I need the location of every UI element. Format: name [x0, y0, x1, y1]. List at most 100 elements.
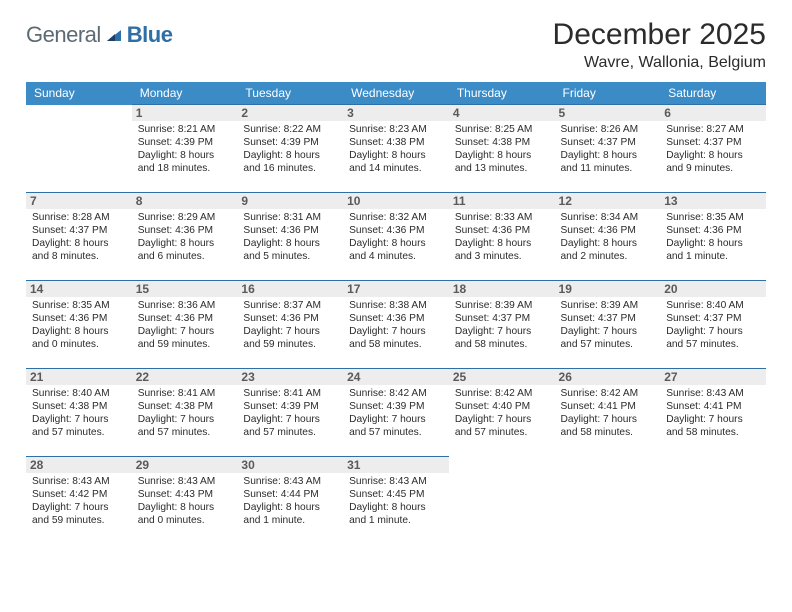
calendar-day-cell: 21 Sunrise: 8:40 AMSunset: 4:38 PMDayligh… — [26, 369, 132, 457]
calendar-week-row: 21 Sunrise: 8:40 AMSunset: 4:38 PMDayligh… — [26, 369, 766, 457]
day-info: Sunrise: 8:21 AMSunset: 4:39 PMDaylight:… — [138, 123, 232, 175]
weekday-header: Monday — [132, 82, 238, 105]
day-info: Sunrise: 8:29 AMSunset: 4:36 PMDaylight:… — [138, 211, 232, 263]
day-number: 14 — [26, 281, 132, 297]
weekday-header: Thursday — [449, 82, 555, 105]
calendar-day-cell: 9 Sunrise: 8:31 AMSunset: 4:36 PMDaylight… — [237, 193, 343, 281]
calendar-page: General Blue December 2025 Wavre, Wallon… — [0, 0, 792, 563]
day-number: 10 — [343, 193, 449, 209]
calendar-day-cell: 17 Sunrise: 8:38 AMSunset: 4:36 PMDayligh… — [343, 281, 449, 369]
calendar-day-cell: 2 Sunrise: 8:22 AMSunset: 4:39 PMDaylight… — [237, 105, 343, 193]
brand-logo: General Blue — [26, 18, 172, 48]
calendar-table: SundayMondayTuesdayWednesdayThursdayFrid… — [26, 82, 766, 545]
day-info: Sunrise: 8:39 AMSunset: 4:37 PMDaylight:… — [455, 299, 549, 351]
weekday-header: Wednesday — [343, 82, 449, 105]
calendar-week-row: 28 Sunrise: 8:43 AMSunset: 4:42 PMDayligh… — [26, 457, 766, 545]
day-info: Sunrise: 8:40 AMSunset: 4:37 PMDaylight:… — [666, 299, 760, 351]
calendar-day-cell: 13 Sunrise: 8:35 AMSunset: 4:36 PMDayligh… — [660, 193, 766, 281]
day-number: 27 — [660, 369, 766, 385]
day-number: 13 — [660, 193, 766, 209]
day-info: Sunrise: 8:39 AMSunset: 4:37 PMDaylight:… — [561, 299, 655, 351]
day-info: Sunrise: 8:35 AMSunset: 4:36 PMDaylight:… — [666, 211, 760, 263]
day-number: 3 — [343, 105, 449, 121]
calendar-day-cell: 31Sunrise: 8:43 AMSunset: 4:45 PMDayligh… — [343, 457, 449, 545]
day-info: Sunrise: 8:26 AMSunset: 4:37 PMDaylight:… — [561, 123, 655, 175]
month-title: December 2025 — [553, 18, 766, 52]
day-number: 17 — [343, 281, 449, 297]
weekday-header: Sunday — [26, 82, 132, 105]
calendar-day-cell: 30 Sunrise: 8:43 AMSunset: 4:44 PMDayligh… — [237, 457, 343, 545]
calendar-day-cell: 16 Sunrise: 8:37 AMSunset: 4:36 PMDayligh… — [237, 281, 343, 369]
top-bar: General Blue December 2025 Wavre, Wallon… — [26, 18, 766, 72]
day-info: Sunrise: 8:36 AMSunset: 4:36 PMDaylight:… — [138, 299, 232, 351]
sail-icon — [105, 28, 123, 42]
calendar-day-cell: 26 Sunrise: 8:42 AMSunset: 4:41 PMDayligh… — [555, 369, 661, 457]
day-number: 7 — [26, 193, 132, 209]
day-number: 2 — [237, 105, 343, 121]
calendar-day-cell: 12 Sunrise: 8:34 AMSunset: 4:36 PMDayligh… — [555, 193, 661, 281]
day-info: Sunrise: 8:43 AMSunset: 4:42 PMDaylight:… — [32, 475, 126, 527]
day-number: 24 — [343, 369, 449, 385]
day-info: Sunrise: 8:23 AMSunset: 4:38 PMDaylight:… — [349, 123, 443, 175]
calendar-body: 1 Sunrise: 8:21 AMSunset: 4:39 PMDaylight… — [26, 105, 766, 545]
day-number: 6 — [660, 105, 766, 121]
day-info: Sunrise: 8:41 AMSunset: 4:39 PMDaylight:… — [243, 387, 337, 439]
day-info: Sunrise: 8:43 AMSunset: 4:43 PMDaylight:… — [138, 475, 232, 527]
day-info: Sunrise: 8:31 AMSunset: 4:36 PMDaylight:… — [243, 211, 337, 263]
day-number: 9 — [237, 193, 343, 209]
weekday-header: Friday — [555, 82, 661, 105]
day-number: 29 — [132, 457, 238, 473]
calendar-day-cell: 14 Sunrise: 8:35 AMSunset: 4:36 PMDayligh… — [26, 281, 132, 369]
day-number: 26 — [555, 369, 661, 385]
day-number: 8 — [132, 193, 238, 209]
day-number: 4 — [449, 105, 555, 121]
calendar-day-cell: 19 Sunrise: 8:39 AMSunset: 4:37 PMDayligh… — [555, 281, 661, 369]
day-info: Sunrise: 8:40 AMSunset: 4:38 PMDaylight:… — [32, 387, 126, 439]
day-number: 16 — [237, 281, 343, 297]
day-number: 1 — [132, 105, 238, 121]
day-info: Sunrise: 8:42 AMSunset: 4:40 PMDaylight:… — [455, 387, 549, 439]
title-block: December 2025 Wavre, Wallonia, Belgium — [553, 18, 766, 72]
calendar-day-cell: 25Sunrise: 8:42 AMSunset: 4:40 PMDayligh… — [449, 369, 555, 457]
day-number: 28 — [26, 457, 132, 473]
day-number: 12 — [555, 193, 661, 209]
day-number: 30 — [237, 457, 343, 473]
day-number: 22 — [132, 369, 238, 385]
calendar-day-cell: 23Sunrise: 8:41 AMSunset: 4:39 PMDayligh… — [237, 369, 343, 457]
calendar-day-cell: 20Sunrise: 8:40 AMSunset: 4:37 PMDayligh… — [660, 281, 766, 369]
calendar-week-row: 1 Sunrise: 8:21 AMSunset: 4:39 PMDaylight… — [26, 105, 766, 193]
calendar-day-cell: 7Sunrise: 8:28 AMSunset: 4:37 PMDaylight… — [26, 193, 132, 281]
day-number: 19 — [555, 281, 661, 297]
day-info: Sunrise: 8:43 AMSunset: 4:44 PMDaylight:… — [243, 475, 337, 527]
calendar-day-cell: 27 Sunrise: 8:43 AMSunset: 4:41 PMDayligh… — [660, 369, 766, 457]
calendar-day-cell: 28 Sunrise: 8:43 AMSunset: 4:42 PMDayligh… — [26, 457, 132, 545]
day-info: Sunrise: 8:37 AMSunset: 4:36 PMDaylight:… — [243, 299, 337, 351]
day-info: Sunrise: 8:42 AMSunset: 4:41 PMDaylight:… — [561, 387, 655, 439]
day-info: Sunrise: 8:33 AMSunset: 4:36 PMDaylight:… — [455, 211, 549, 263]
weekday-header: Tuesday — [237, 82, 343, 105]
day-info: Sunrise: 8:34 AMSunset: 4:36 PMDaylight:… — [561, 211, 655, 263]
calendar-day-cell: 5Sunrise: 8:26 AMSunset: 4:37 PMDaylight… — [555, 105, 661, 193]
calendar-day-cell: 3 Sunrise: 8:23 AMSunset: 4:38 PMDaylight… — [343, 105, 449, 193]
day-info: Sunrise: 8:35 AMSunset: 4:36 PMDaylight:… — [32, 299, 126, 351]
calendar-day-cell: 15 Sunrise: 8:36 AMSunset: 4:36 PMDayligh… — [132, 281, 238, 369]
day-number: 15 — [132, 281, 238, 297]
day-number: 18 — [449, 281, 555, 297]
calendar-day-cell: 11 Sunrise: 8:33 AMSunset: 4:36 PMDayligh… — [449, 193, 555, 281]
day-info: Sunrise: 8:27 AMSunset: 4:37 PMDaylight:… — [666, 123, 760, 175]
calendar-week-row: 7Sunrise: 8:28 AMSunset: 4:37 PMDaylight… — [26, 193, 766, 281]
calendar-day-cell — [26, 105, 132, 193]
calendar-day-cell — [555, 457, 661, 545]
day-info: Sunrise: 8:43 AMSunset: 4:41 PMDaylight:… — [666, 387, 760, 439]
day-number: 21 — [26, 369, 132, 385]
day-number: 11 — [449, 193, 555, 209]
calendar-day-cell: 29 Sunrise: 8:43 AMSunset: 4:43 PMDayligh… — [132, 457, 238, 545]
weekday-header: Saturday — [660, 82, 766, 105]
day-info: Sunrise: 8:41 AMSunset: 4:38 PMDaylight:… — [138, 387, 232, 439]
day-info: Sunrise: 8:25 AMSunset: 4:38 PMDaylight:… — [455, 123, 549, 175]
calendar-day-cell: 10Sunrise: 8:32 AMSunset: 4:36 PMDayligh… — [343, 193, 449, 281]
day-info: Sunrise: 8:38 AMSunset: 4:36 PMDaylight:… — [349, 299, 443, 351]
brand-blue: Blue — [127, 22, 173, 48]
day-info: Sunrise: 8:22 AMSunset: 4:39 PMDaylight:… — [243, 123, 337, 175]
calendar-day-cell — [660, 457, 766, 545]
